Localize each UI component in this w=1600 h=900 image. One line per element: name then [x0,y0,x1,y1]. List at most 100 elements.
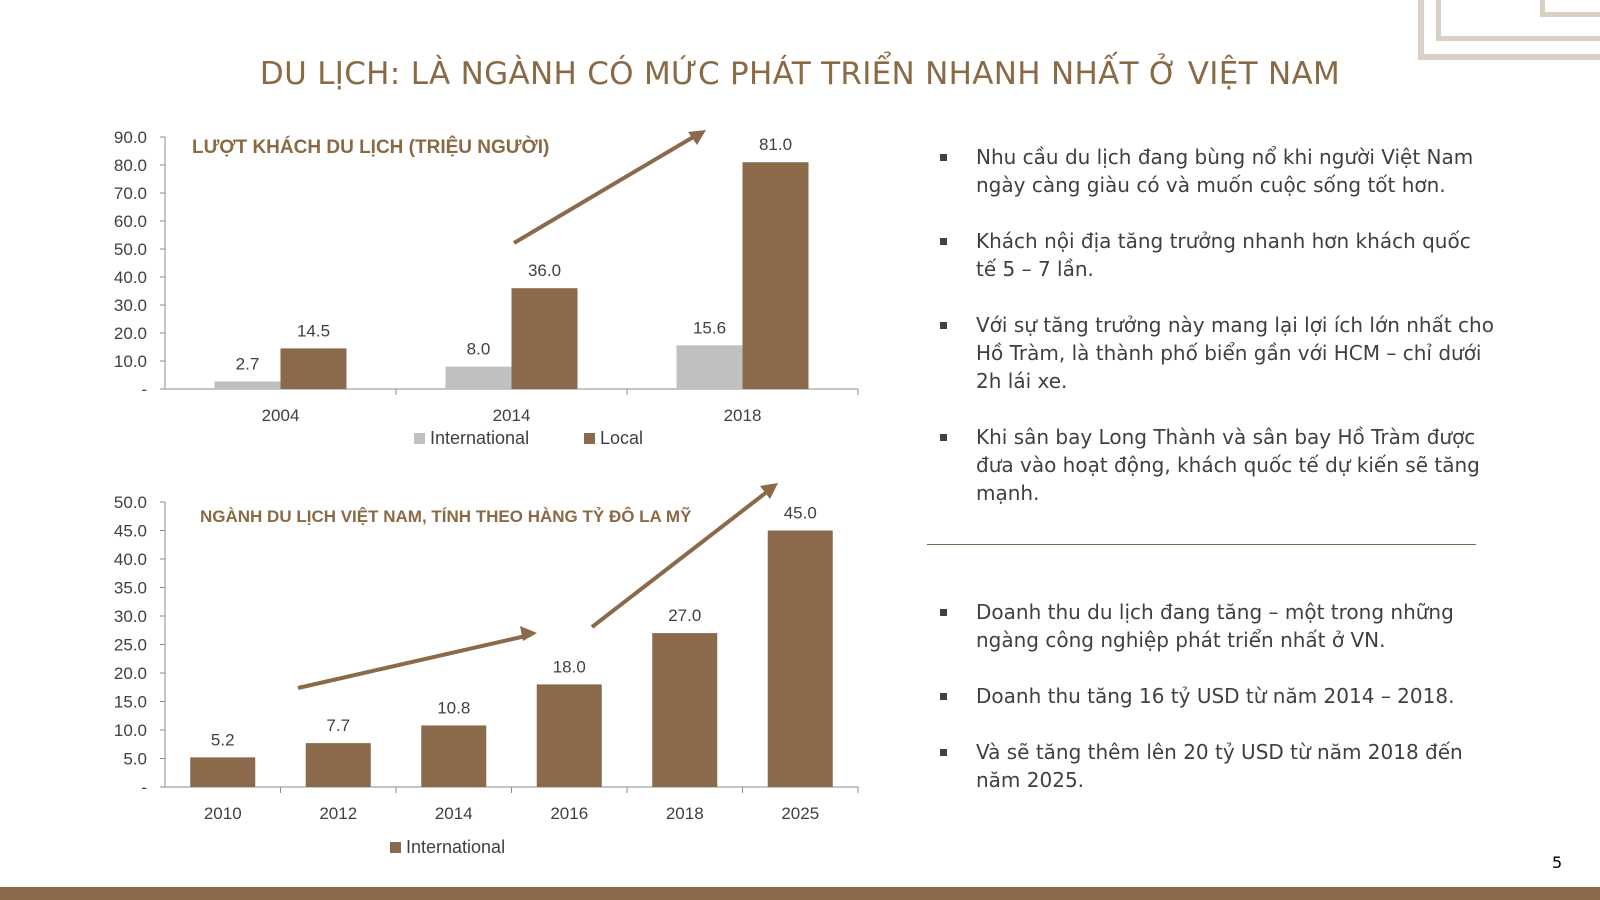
bullet-marker [940,749,947,756]
data-label: 5.2 [211,730,235,749]
legend-swatch [414,433,425,444]
y-tick-label: 25.0 [114,636,147,655]
x-tick-label: 2018 [666,804,704,823]
corner-decoration-innermost [1540,0,1600,17]
y-tick-label: 30.0 [114,296,147,315]
bar [421,725,487,787]
data-label: 45.0 [784,504,817,523]
bullet-text: Và sẽ tăng thêm lên 20 tỷ USD từ năm 201… [976,740,1463,792]
trend-arrow [512,131,702,245]
legend-swatch [584,433,595,444]
legend-label: International [406,837,505,857]
bullet-item: Doanh thu tăng 16 tỷ USD từ năm 2014 – 2… [936,682,1496,710]
data-label: 8.0 [467,340,491,359]
data-label: 36.0 [528,261,561,280]
section-divider [927,544,1476,545]
bullet-text: Khi sân bay Long Thành và sân bay Hồ Trà… [976,425,1480,505]
data-label: 7.7 [326,716,350,735]
bullet-marker [940,238,947,245]
x-tick-label: 2004 [262,406,300,425]
bullet-list-bottom: Doanh thu du lịch đang tăng – một trong … [936,598,1496,822]
y-tick-label: 5.0 [123,750,147,769]
trend-arrow [590,486,774,629]
y-tick-label: 35.0 [114,579,147,598]
y-tick-label: 10.0 [114,721,147,740]
bullet-text: Nhu cầu du lịch đang bùng nổ khi người V… [976,145,1474,197]
bullet-text: Doanh thu tăng 16 tỷ USD từ năm 2014 – 2… [976,684,1455,708]
bar [190,757,256,787]
bullet-text: Doanh thu du lịch đang tăng – một trong … [976,600,1454,652]
data-label: 14.5 [297,321,330,340]
trend-arrow [297,633,531,690]
tourist-arrivals-chart: LƯỢT KHÁCH DU LỊCH (TRIỆU NGƯỜI) - 10.0 20… [114,128,859,448]
bullet-list-top: Nhu cầu du lịch đang bùng nổ khi người V… [936,143,1496,535]
data-label: 27.0 [668,606,701,625]
corner-decoration [1418,0,1600,60]
bullet-item: Nhu cầu du lịch đang bùng nổ khi người V… [936,143,1496,199]
bullet-marker [940,322,947,329]
legend-label: Local [600,428,643,448]
y-tick-label: 40.0 [114,550,147,569]
x-tick-label: 2025 [781,804,819,823]
bullet-marker [940,154,947,161]
bar [445,366,512,389]
bullet-item: Và sẽ tăng thêm lên 20 tỷ USD từ năm 201… [936,738,1496,794]
x-tick-label: 2010 [204,804,242,823]
bar [742,162,809,389]
y-tick-label: - [141,778,147,797]
tourism-revenue-chart: NGÀNH DU LỊCH VIỆT NAM, TÍNH THEO HÀNG T… [114,483,859,857]
legend-label: International [430,428,529,448]
y-tick-label: - [141,380,147,399]
y-tick-label: 50.0 [114,493,147,512]
slide-title: DU LỊCH: LÀ NGÀNH CÓ MỨC PHÁT TRIỂN NHAN… [259,56,1341,92]
bullet-text: Khách nội địa tăng trưởng nhanh hơn khác… [976,229,1471,281]
data-label: 10.8 [437,698,470,717]
footer-bar [0,887,1600,900]
page-number: 5 [1552,853,1563,872]
y-tick-label: 80.0 [114,156,147,175]
data-label: 18.0 [553,657,586,676]
bullet-item: Khi sân bay Long Thành và sân bay Hồ Trà… [936,423,1496,507]
x-tick-label: 2014 [435,804,473,823]
x-tick-label: 2018 [724,406,762,425]
data-label: 15.6 [693,318,726,337]
x-tick-label: 2014 [493,406,531,425]
data-label: 2.7 [236,354,260,373]
y-tick-label: 90.0 [114,128,147,147]
y-tick-label: 15.0 [114,693,147,712]
bullet-marker [940,609,947,616]
bullet-item: Khách nội địa tăng trưởng nhanh hơn khác… [936,227,1496,283]
trend-arrow-head [520,626,537,641]
bar [652,633,718,787]
chart-title: LƯỢT KHÁCH DU LỊCH (TRIỆU NGƯỜI) [192,136,549,158]
bar [767,530,833,787]
x-tick-label: 2012 [319,804,357,823]
y-tick-label: 45.0 [114,522,147,541]
y-tick-label: 50.0 [114,240,147,259]
bar [214,381,281,389]
trend-arrow-head [688,130,706,145]
bar [305,743,371,787]
data-label: 81.0 [759,135,792,154]
y-tick-label: 30.0 [114,607,147,626]
bar [511,288,578,389]
bar [280,348,347,389]
trend-arrow-head [760,483,778,499]
bar [676,345,743,389]
y-tick-label: 40.0 [114,268,147,287]
y-tick-label: 20.0 [114,664,147,683]
y-tick-label: 60.0 [114,212,147,231]
bar [536,684,602,787]
y-tick-label: 10.0 [114,352,147,371]
bullet-marker [940,693,947,700]
y-tick-label: 70.0 [114,184,147,203]
y-tick-label: 20.0 [114,324,147,343]
x-tick-label: 2016 [550,804,588,823]
bullet-marker [940,434,947,441]
bullet-item: Với sự tăng trưởng này mang lại lợi ích … [936,311,1496,395]
legend-swatch [390,842,401,853]
corner-decoration-inner [1436,0,1600,41]
bullet-text: Với sự tăng trưởng này mang lại lợi ích … [976,313,1494,393]
chart-title: NGÀNH DU LỊCH VIỆT NAM, TÍNH THEO HÀNG T… [200,506,692,526]
bullet-item: Doanh thu du lịch đang tăng – một trong … [936,598,1496,654]
